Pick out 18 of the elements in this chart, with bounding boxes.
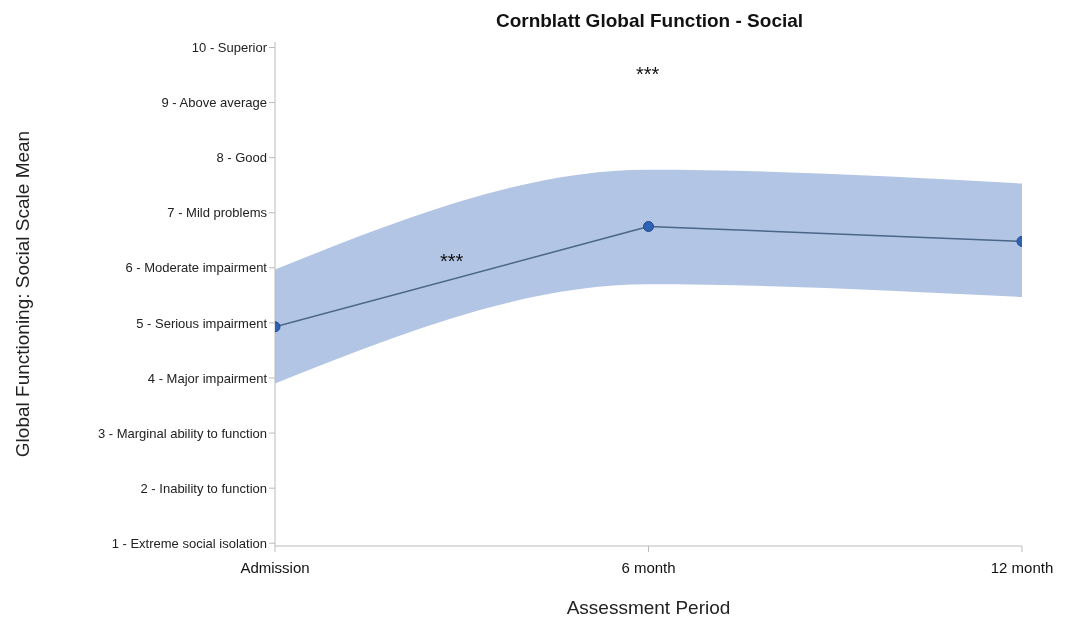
y-tick-label: 9 - Above average [161, 95, 267, 111]
y-tick-label: 3 - Marginal ability to function [97, 425, 267, 441]
y-tick-label: 10 - Superior [191, 40, 268, 56]
y-tick-label: 5 - Serious impairment [136, 315, 268, 331]
y-tick-label: 6 - Moderate impairment [125, 260, 268, 276]
y-axis-title: Global Functioning: Social Scale Mean [11, 130, 33, 458]
x-axis-title: Assessment Period [566, 597, 731, 618]
y-tick-label: 4 - Major impairment [147, 370, 268, 386]
x-tick-label: 6 month [621, 558, 676, 576]
annotation: *** [440, 250, 464, 273]
chart-title: Cornblatt Global Function - Social [494, 10, 805, 32]
y-tick-label: 2 - Inability to function [140, 480, 267, 496]
x-tick-label: Admission [240, 558, 310, 576]
x-tick-label: 12 month [990, 558, 1054, 576]
y-tick-label: 8 - Good [216, 150, 267, 166]
y-tick-label: 7 - Mild problems [167, 205, 268, 221]
y-tick-label: 1 - Extreme social isolation [111, 535, 267, 551]
annotation: *** [636, 63, 660, 86]
